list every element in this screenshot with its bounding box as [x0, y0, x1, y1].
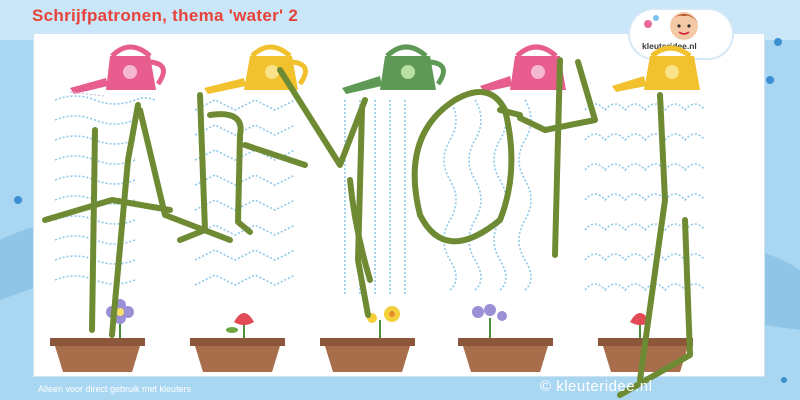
footer-copyright: © kleuteridee.nl	[540, 378, 653, 395]
watering-can-green	[342, 44, 446, 94]
watering-can-pink-2	[480, 44, 566, 92]
red-tulip-icon	[226, 313, 254, 338]
scribble-strokes	[42, 57, 693, 398]
purple-flower-icon-2	[472, 304, 507, 338]
footer-disclaimer: Alleen voor direct gebruik met kleuters	[38, 384, 192, 394]
trace-pattern-zigzag	[194, 99, 296, 286]
flower-pots	[50, 338, 693, 372]
trace-pattern-waves	[443, 99, 532, 291]
worksheet-title: Schrijfpatronen, thema 'water' 2	[32, 6, 299, 25]
yellow-flower-icon	[367, 306, 400, 338]
trace-pattern-loops	[54, 95, 156, 285]
red-tulip-icon-2	[630, 313, 650, 338]
watering-can-yellow-2	[612, 45, 700, 92]
watering-can-pink	[69, 44, 166, 97]
